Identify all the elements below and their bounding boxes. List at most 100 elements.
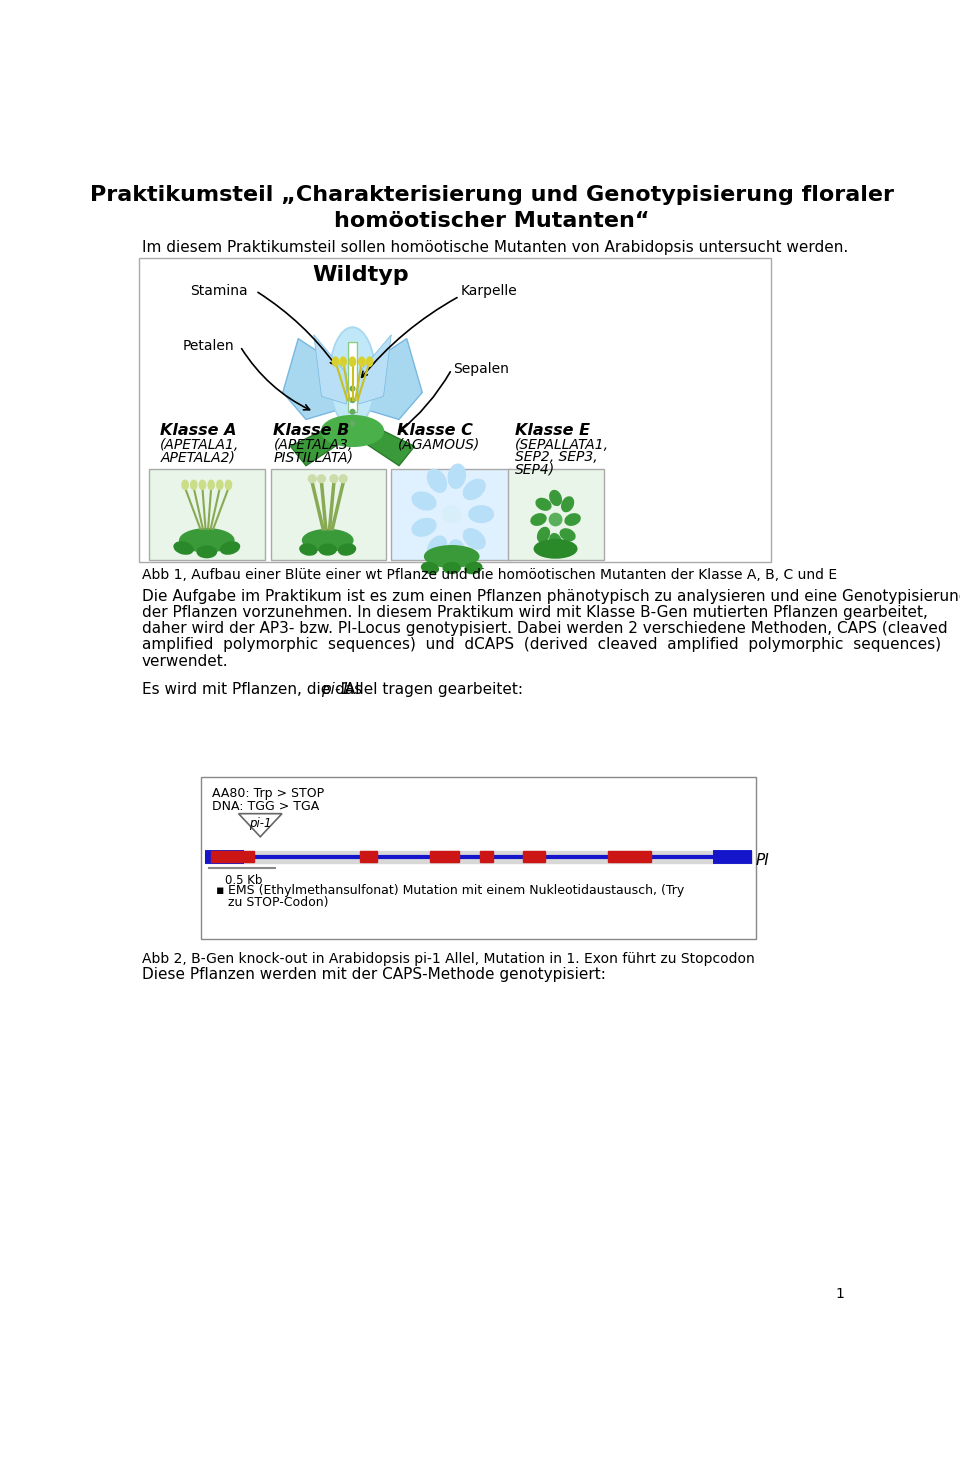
Ellipse shape xyxy=(322,416,383,447)
Bar xyxy=(205,850,752,862)
Text: verwendet.: verwendet. xyxy=(142,653,228,669)
Ellipse shape xyxy=(308,475,316,482)
Polygon shape xyxy=(291,416,415,466)
Text: Klasse C: Klasse C xyxy=(397,423,473,438)
Ellipse shape xyxy=(349,357,355,367)
Ellipse shape xyxy=(221,542,240,554)
Ellipse shape xyxy=(200,481,205,489)
Bar xyxy=(139,258,771,562)
Ellipse shape xyxy=(549,513,562,526)
Ellipse shape xyxy=(191,481,197,489)
Bar xyxy=(430,852,460,862)
Polygon shape xyxy=(359,335,392,404)
Ellipse shape xyxy=(367,357,372,367)
Ellipse shape xyxy=(329,327,375,427)
Text: 1: 1 xyxy=(836,1287,845,1302)
Ellipse shape xyxy=(180,529,234,551)
Ellipse shape xyxy=(427,469,446,492)
Text: Diese Pflanzen werden mit der CAPS-Methode genotypisiert:: Diese Pflanzen werden mit der CAPS-Metho… xyxy=(142,967,606,982)
Text: Es wird mit Pflanzen, die das: Es wird mit Pflanzen, die das xyxy=(142,682,367,697)
Text: Im diesem Praktikumsteil sollen homöotische Mutanten von Arabidopsis untersucht : Im diesem Praktikumsteil sollen homöotis… xyxy=(142,240,848,255)
Text: pi-1: pi-1 xyxy=(322,682,350,697)
Ellipse shape xyxy=(332,357,339,367)
Ellipse shape xyxy=(412,519,436,537)
Ellipse shape xyxy=(444,506,460,523)
Ellipse shape xyxy=(208,481,214,489)
Text: pi-1: pi-1 xyxy=(249,817,272,830)
Polygon shape xyxy=(314,335,347,404)
Text: homöotischer Mutanten“: homöotischer Mutanten“ xyxy=(334,211,650,231)
Ellipse shape xyxy=(424,545,479,567)
Ellipse shape xyxy=(217,481,223,489)
Ellipse shape xyxy=(427,537,446,559)
Ellipse shape xyxy=(182,481,188,489)
Bar xyxy=(360,852,377,862)
Text: APETALA2): APETALA2) xyxy=(160,450,235,464)
Ellipse shape xyxy=(536,498,551,510)
Ellipse shape xyxy=(421,563,439,573)
Ellipse shape xyxy=(550,534,562,548)
Ellipse shape xyxy=(538,528,549,542)
Text: Klasse E: Klasse E xyxy=(516,423,590,438)
Ellipse shape xyxy=(340,357,347,367)
Ellipse shape xyxy=(565,514,580,525)
Polygon shape xyxy=(283,339,345,420)
Bar xyxy=(480,852,492,862)
Circle shape xyxy=(350,422,355,426)
Ellipse shape xyxy=(302,529,353,551)
Ellipse shape xyxy=(448,464,466,488)
Text: SEP2, SEP3,: SEP2, SEP3, xyxy=(516,450,598,464)
Text: (SEPALLATA1,: (SEPALLATA1, xyxy=(516,438,610,453)
Ellipse shape xyxy=(319,544,336,554)
Ellipse shape xyxy=(464,529,485,550)
Circle shape xyxy=(350,398,355,402)
Ellipse shape xyxy=(174,542,193,554)
Text: PI: PI xyxy=(756,853,769,868)
Text: Die Aufgabe im Praktikum ist es zum einen Pflanzen phänotypisch zu analysieren u: Die Aufgabe im Praktikum ist es zum eine… xyxy=(142,588,960,604)
Bar xyxy=(348,342,357,411)
Ellipse shape xyxy=(534,539,577,559)
Text: daher wird der AP3- bzw. PI-Locus genotypisiert. Dabei werden 2 verschiedene Met: daher wird der AP3- bzw. PI-Locus genoty… xyxy=(142,621,948,637)
Bar xyxy=(202,777,756,939)
Text: DNA: TGG > TGA: DNA: TGG > TGA xyxy=(212,800,320,812)
Text: 0.5 Kb: 0.5 Kb xyxy=(225,874,262,887)
Text: EMS (Ethylmethansulfonat) Mutation mit einem Nukleotidaustausch, (Try: EMS (Ethylmethansulfonat) Mutation mit e… xyxy=(228,884,684,896)
Ellipse shape xyxy=(412,492,436,510)
Text: der Pflanzen vorzunehmen. In diesem Praktikum wird mit Klasse B-Gen mutierten Pf: der Pflanzen vorzunehmen. In diesem Prak… xyxy=(142,604,927,621)
Text: Sepalen: Sepalen xyxy=(453,363,509,376)
Bar xyxy=(609,852,651,862)
Ellipse shape xyxy=(531,514,546,525)
Ellipse shape xyxy=(300,544,317,556)
Circle shape xyxy=(350,386,355,391)
Text: (APETALA1,: (APETALA1, xyxy=(160,438,240,453)
Bar xyxy=(392,470,512,560)
Ellipse shape xyxy=(318,475,325,482)
Bar xyxy=(149,470,265,560)
Text: Klasse A: Klasse A xyxy=(160,423,237,438)
Text: Abb 1, Aufbau einer Blüte einer wt Pflanze und die homöotischen Mutanten der Kla: Abb 1, Aufbau einer Blüte einer wt Pflan… xyxy=(142,567,837,582)
Ellipse shape xyxy=(339,475,348,482)
Text: zu STOP-Codon): zu STOP-Codon) xyxy=(228,896,328,909)
Ellipse shape xyxy=(359,357,365,367)
Ellipse shape xyxy=(562,497,573,511)
Text: AA80: Trp > STOP: AA80: Trp > STOP xyxy=(212,787,324,800)
Polygon shape xyxy=(360,339,422,420)
Text: amplified  polymorphic  sequences)  und  dCAPS  (derived  cleaved  amplified  po: amplified polymorphic sequences) und dCA… xyxy=(142,637,941,653)
Text: Praktikumsteil „Charakterisierung und Genotypisierung floraler: Praktikumsteil „Charakterisierung und Ge… xyxy=(90,184,894,205)
Circle shape xyxy=(350,410,355,414)
Polygon shape xyxy=(239,814,282,837)
Ellipse shape xyxy=(468,506,493,523)
Bar xyxy=(523,852,544,862)
Ellipse shape xyxy=(465,563,482,573)
Ellipse shape xyxy=(226,481,231,489)
Text: (AGAMOUS): (AGAMOUS) xyxy=(397,438,480,453)
Text: Abb 2, B-Gen knock-out in Arabidopsis pi-1 Allel, Mutation in 1. Exon führt zu S: Abb 2, B-Gen knock-out in Arabidopsis pi… xyxy=(142,952,755,965)
Text: (APETALA3,: (APETALA3, xyxy=(274,438,352,453)
Ellipse shape xyxy=(464,479,485,500)
Text: ▪: ▪ xyxy=(216,884,225,896)
Ellipse shape xyxy=(550,491,562,506)
Text: Petalen: Petalen xyxy=(183,339,234,354)
Bar xyxy=(508,470,605,560)
Text: Karpelle: Karpelle xyxy=(461,284,517,298)
Text: Allel tragen gearbeitet:: Allel tragen gearbeitet: xyxy=(340,682,523,697)
